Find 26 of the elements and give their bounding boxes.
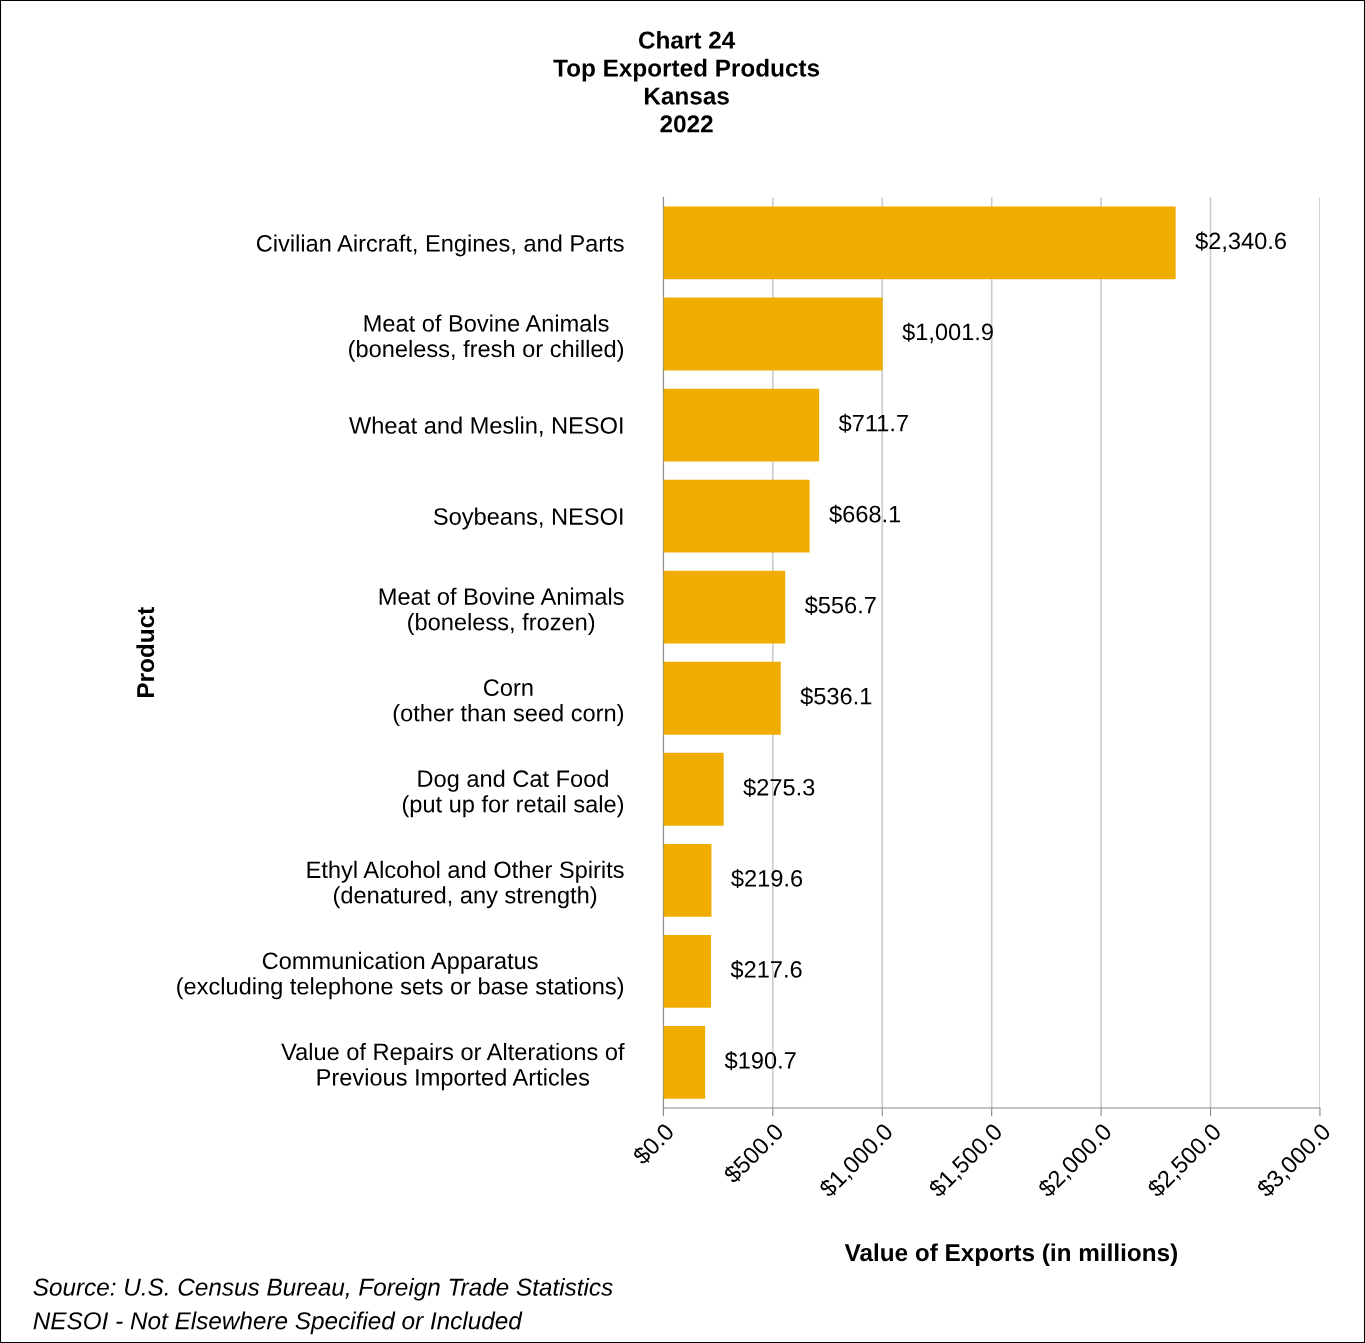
y-tick-label: Wheat and Meslin, NESOI [349, 416, 623, 437]
data-label: $275.3 [743, 777, 815, 798]
y-tick-label: Soybeans, NESOI [433, 507, 623, 530]
x-tick-label: $0.0 [630, 1121, 676, 1167]
x-axis-title: Value of Exports (in millions) [844, 1243, 1177, 1267]
y-tick-label: Dog and Cat Food (put up for retail sale) [402, 769, 624, 818]
text: NESOI - Not Elsewhere Specified or Included [33, 1311, 523, 1335]
data-label: $668.1 [829, 504, 901, 524]
y-axis-title: Product [136, 607, 155, 697]
y-tick-label: Communication Apparatus (excluding telephone sets or base stations) [177, 951, 624, 1000]
y-tick-label: Meat of Bovine Animals (boneless, frozen) [379, 587, 624, 636]
data-label: $219.6 [731, 868, 803, 889]
data-label: $2,340.6 [1195, 231, 1286, 253]
y-tick-label: Ethyl Alcohol and Other Spirits (denatured, any strength) [307, 860, 624, 909]
y-tick-label: Civilian Aircraft, Engines, and Parts [256, 234, 624, 257]
data-label: $217.6 [730, 960, 802, 980]
y-tick-label: Corn (other than seed corn) [393, 679, 624, 727]
data-label: $711.7 [838, 413, 908, 433]
y-tick-label: Value of Repairs or Alterations of Previous Imported Articles [281, 1042, 625, 1091]
data-label: $1,001.9 [902, 322, 993, 344]
y-tick-label: Meat of Bovine Animals (boneless, fresh or chilled) [349, 314, 624, 362]
source-note: Source: U.S. Census Bureau, Foreign Trade Statistics [33, 1277, 613, 1301]
data-label: $556.7 [804, 595, 876, 615]
data-label: $536.1 [800, 686, 872, 706]
chart-title: Chart 24 Top Exported Products Kansas 2022 [553, 30, 820, 133]
data-label: $190.7 [724, 1051, 796, 1071]
